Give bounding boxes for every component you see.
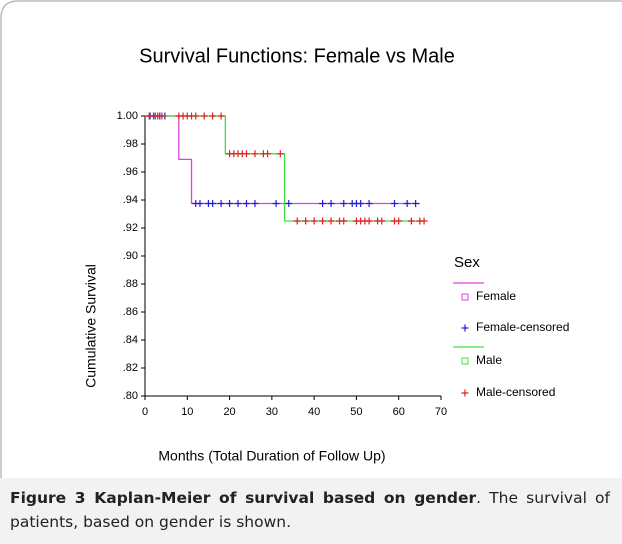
y-axis-label: Cumulative Survival	[83, 264, 99, 388]
frame	[0, 0, 622, 478]
censored-mark	[285, 200, 293, 207]
censored-mark	[264, 150, 272, 158]
y-tick-label: .90	[123, 250, 138, 262]
legend-marker	[461, 357, 469, 365]
censored-mark	[276, 150, 284, 158]
censored-mark	[319, 200, 327, 207]
legend-label: Male	[476, 353, 502, 367]
chart-title: Survival Functions: Female vs Male	[139, 45, 455, 67]
survival-line	[145, 115, 420, 205]
censored-mark	[365, 217, 373, 225]
censored-mark	[327, 217, 335, 225]
y-tick-label: .96	[123, 166, 138, 178]
y-tick-label: .86	[123, 306, 138, 318]
legend-label: Female	[476, 289, 516, 303]
x-tick-label: 30	[266, 406, 278, 418]
legend-title: Sex	[454, 254, 480, 271]
y-tick-label: 1.00	[117, 110, 138, 122]
legend-marker	[461, 293, 469, 301]
censored-mark	[412, 200, 420, 207]
x-tick-label: 40	[308, 406, 320, 418]
censored-mark	[395, 217, 403, 225]
censored-mark	[251, 150, 259, 158]
censored-mark	[234, 200, 242, 207]
censored-mark	[310, 217, 318, 225]
y-tick-label: .82	[123, 362, 138, 374]
censored-mark	[209, 112, 217, 120]
chart: Survival Functions: Female vs Male Cumul…	[0, 0, 622, 478]
censored-mark	[357, 200, 365, 207]
censored-mark	[209, 200, 217, 207]
censored-mark	[403, 200, 411, 207]
y-tick-label: .98	[123, 138, 138, 150]
x-tick-label: 10	[181, 406, 193, 418]
legend-label: Male-censored	[476, 385, 555, 399]
censored-mark	[293, 217, 301, 225]
x-tick-label: 20	[223, 406, 235, 418]
censored-mark	[226, 200, 234, 207]
x-tick-label: 60	[393, 406, 405, 418]
x-tick-label: 70	[435, 406, 447, 418]
caption-label: Figure 3 Kaplan-Meier of survival based …	[10, 489, 477, 507]
x-axis-label: Months (Total Duration of Follow Up)	[158, 448, 385, 464]
censored-mark	[327, 200, 335, 207]
censored-mark	[302, 217, 310, 225]
y-tick-label: .80	[123, 390, 138, 402]
censored-mark	[158, 112, 166, 120]
censored-mark	[340, 200, 348, 207]
y-tick-label: .88	[123, 278, 138, 290]
caption-text: . The survival of patients, based on gen…	[10, 489, 610, 531]
censored-mark	[340, 217, 348, 225]
y-tick-label: .84	[123, 334, 138, 346]
x-tick-label: 50	[350, 406, 362, 418]
legend-marker	[461, 324, 469, 332]
censored-mark	[272, 200, 280, 207]
censored-mark	[217, 200, 225, 207]
caption: Figure 3 Kaplan-Meier of survival based …	[0, 478, 622, 544]
x-tick-label: 0	[142, 406, 148, 418]
censored-mark	[196, 200, 204, 207]
censored-mark	[200, 112, 208, 120]
censored-mark	[365, 200, 373, 207]
censored-mark	[378, 217, 386, 225]
censored-mark	[217, 112, 225, 120]
censored-mark	[251, 200, 259, 207]
censored-mark	[407, 217, 415, 225]
censored-mark	[242, 200, 250, 207]
legend-marker	[461, 389, 469, 397]
y-tick-label: .94	[123, 194, 138, 206]
survival-line	[145, 115, 425, 222]
legend-label: Female-censored	[476, 320, 569, 334]
censored-mark	[390, 200, 398, 207]
censored-mark	[420, 217, 428, 225]
censored-mark	[242, 150, 250, 158]
y-tick-label: .92	[123, 222, 138, 234]
censored-mark	[319, 217, 327, 225]
censored-mark	[192, 112, 200, 120]
